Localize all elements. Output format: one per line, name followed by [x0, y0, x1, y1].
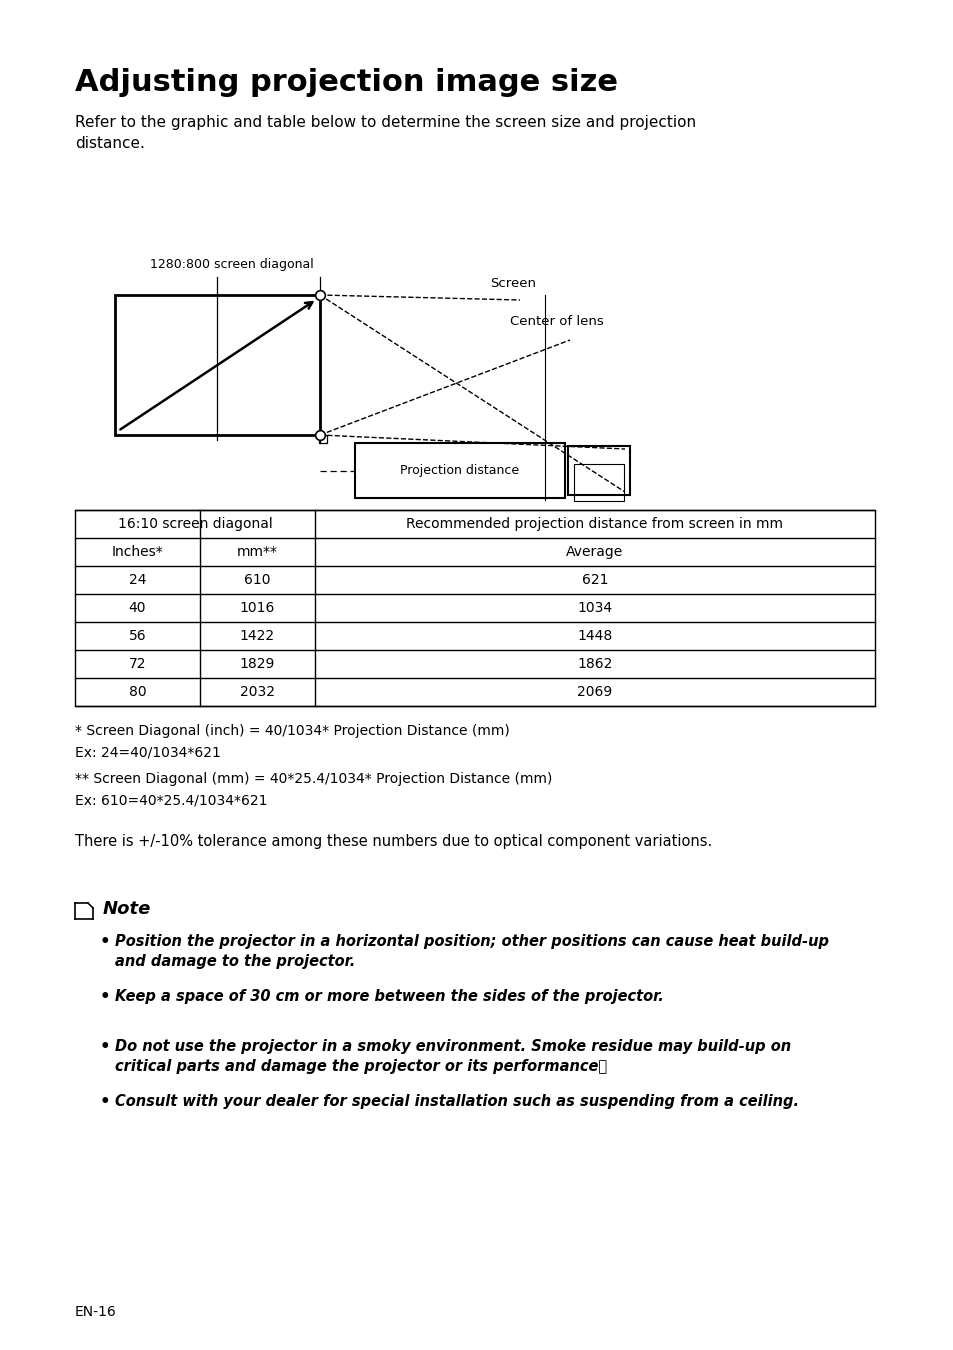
Text: 80: 80: [129, 684, 146, 699]
Text: •: •: [100, 933, 111, 950]
Text: 1422: 1422: [240, 629, 274, 643]
Text: 16:10 screen diagonal: 16:10 screen diagonal: [117, 517, 273, 531]
Text: 1016: 1016: [239, 601, 274, 616]
Bar: [355, 443, 564, 498]
Bar: [567, 446, 629, 495]
Text: 1829: 1829: [239, 657, 274, 671]
Text: 56: 56: [129, 629, 146, 643]
Text: There is +/-10% tolerance among these numbers due to optical component variation: There is +/-10% tolerance among these nu…: [75, 834, 712, 849]
Text: 40: 40: [129, 601, 146, 616]
Text: mm**: mm**: [236, 545, 277, 559]
Text: ** Screen Diagonal (mm) = 40*25.4/1034* Projection Distance (mm): ** Screen Diagonal (mm) = 40*25.4/1034* …: [75, 772, 552, 786]
Text: 621: 621: [581, 572, 608, 587]
Text: 1448: 1448: [577, 629, 612, 643]
Text: 24: 24: [129, 572, 146, 587]
Text: 2032: 2032: [240, 684, 274, 699]
Text: Position the projector in a horizontal position; other positions can cause heat : Position the projector in a horizontal p…: [115, 934, 828, 949]
Text: 1862: 1862: [577, 657, 612, 671]
Text: •: •: [100, 1038, 111, 1056]
Text: Refer to the graphic and table below to determine the screen size and projection: Refer to the graphic and table below to …: [75, 115, 696, 151]
Text: Do not use the projector in a smoky environment. Smoke residue may build-up on: Do not use the projector in a smoky envi…: [115, 1040, 790, 1054]
Text: Inches*: Inches*: [112, 545, 163, 559]
Bar: [574, 464, 623, 501]
Text: Average: Average: [566, 545, 623, 559]
Text: EN-16: EN-16: [75, 1305, 116, 1319]
Bar: [318, 435, 327, 443]
Text: Adjusting projection image size: Adjusting projection image size: [75, 68, 618, 97]
Text: Consult with your dealer for special installation such as suspending from a ceil: Consult with your dealer for special ins…: [115, 1094, 799, 1108]
Text: Note: Note: [103, 900, 152, 918]
Text: Center of lens: Center of lens: [510, 315, 603, 328]
Text: critical parts and damage the projector or its performance，: critical parts and damage the projector …: [115, 1058, 606, 1075]
Text: •: •: [100, 988, 111, 1006]
Text: Ex: 24=40/1034*621: Ex: 24=40/1034*621: [75, 747, 221, 760]
Text: * Screen Diagonal (inch) = 40/1034* Projection Distance (mm): * Screen Diagonal (inch) = 40/1034* Proj…: [75, 724, 509, 738]
Text: 610: 610: [244, 572, 271, 587]
Text: and damage to the projector.: and damage to the projector.: [115, 954, 355, 969]
Text: Recommended projection distance from screen in mm: Recommended projection distance from scr…: [406, 517, 782, 531]
Text: Projection distance: Projection distance: [400, 464, 519, 477]
Text: 1034: 1034: [577, 601, 612, 616]
Text: •: •: [100, 1094, 111, 1111]
Text: 1280:800 screen diagonal: 1280:800 screen diagonal: [150, 258, 314, 271]
Text: Ex: 610=40*25.4/1034*621: Ex: 610=40*25.4/1034*621: [75, 794, 267, 809]
Text: 2069: 2069: [577, 684, 612, 699]
Bar: [115, 296, 319, 435]
Text: 72: 72: [129, 657, 146, 671]
Text: Screen: Screen: [490, 277, 536, 290]
Text: Keep a space of 30 cm or more between the sides of the projector.: Keep a space of 30 cm or more between th…: [115, 990, 663, 1004]
Bar: [75, 510, 874, 706]
